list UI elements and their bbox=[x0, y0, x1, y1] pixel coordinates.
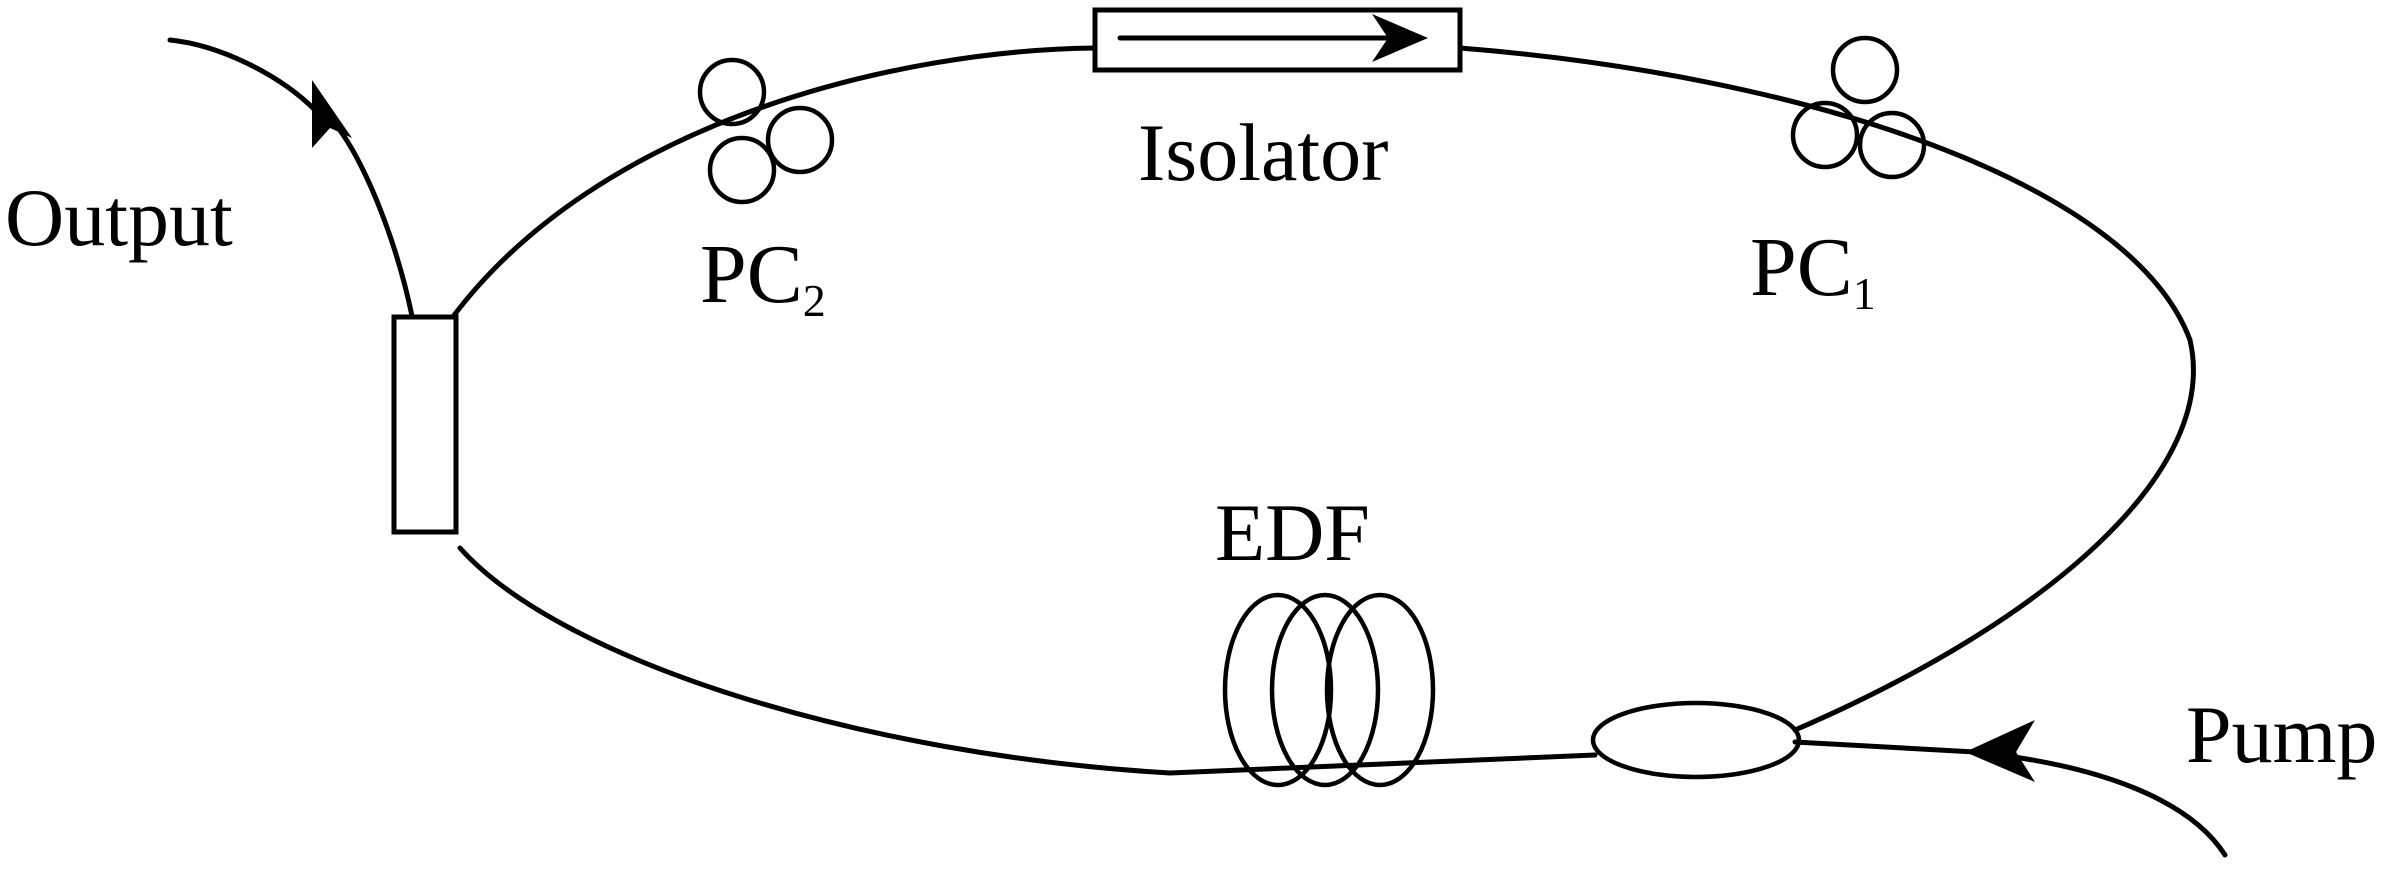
ring-lower-fiber bbox=[457, 545, 1598, 776]
isolator-label: Isolator bbox=[1138, 107, 1388, 198]
output-arrow-head bbox=[312, 80, 352, 148]
output-label: Output bbox=[5, 172, 233, 263]
pump-label: Pump bbox=[2186, 689, 2377, 780]
pc1-controller bbox=[1790, 35, 1927, 180]
pump-arrow-head bbox=[1965, 720, 2035, 782]
wdm-coupler bbox=[1590, 700, 1802, 780]
edf-coil bbox=[1222, 592, 1436, 788]
pc2-label: PC2 bbox=[700, 228, 826, 326]
isolator-arrow-head bbox=[1372, 14, 1428, 62]
edf-label: EDF bbox=[1215, 487, 1370, 578]
pc1-label: PC1 bbox=[1750, 221, 1876, 319]
output-coupler bbox=[391, 314, 459, 535]
pc2-controller bbox=[697, 57, 835, 205]
